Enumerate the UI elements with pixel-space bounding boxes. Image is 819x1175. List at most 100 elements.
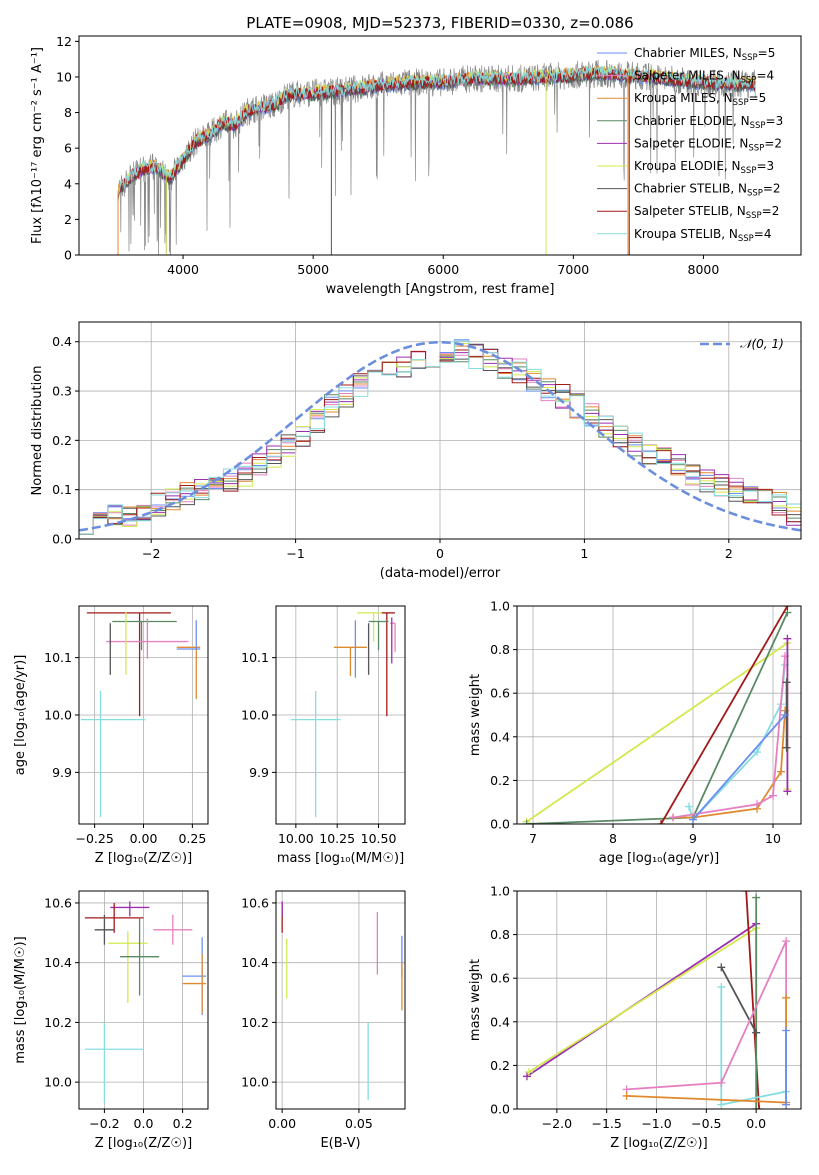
weight-marker <box>777 767 785 776</box>
weight-marker <box>769 791 777 800</box>
weight-marker <box>717 1100 726 1109</box>
x-tick-label: −0.2 <box>89 1116 119 1131</box>
x-tick-label: 7000 <box>557 262 589 277</box>
weight-marker <box>752 1028 761 1037</box>
x-axis-label: wavelength [Angstrom, rest frame] <box>326 282 555 297</box>
y-tick-label: 12 <box>56 34 72 49</box>
y-tick-label: 10.4 <box>241 955 269 970</box>
weight-marker <box>689 815 697 824</box>
legend-entry: Kroupa ELODIE, NSSP=3 <box>634 159 774 176</box>
frame-age_vs_mass: 10.00 10.25 10.50 9.9 10.0 10.1 mass [log₁₀(M/… <box>241 605 406 866</box>
weight-marker <box>781 711 789 719</box>
legend-entry: Chabrier STELIB, NSSP=2 <box>634 182 781 199</box>
weight-marker <box>717 982 726 991</box>
weight-marker <box>753 800 761 809</box>
y-tick-label: 0.8 <box>490 642 510 657</box>
error-point-salpeter-miles <box>106 618 189 659</box>
axes-age_vs_mass <box>276 606 405 824</box>
y-tick-label: 10 <box>56 69 72 84</box>
age_vs_mass-plot-area <box>290 612 396 818</box>
y-tick-label: 10.6 <box>241 895 269 910</box>
error-point-kroupa-miles <box>333 646 367 676</box>
error-point-kroupa-elodie <box>108 931 148 1003</box>
y-tick-label: 10.0 <box>241 1075 269 1090</box>
y-tick-label: 10.1 <box>241 650 269 665</box>
y-axis-label: age [log₁₀(age/yr)] <box>13 655 28 776</box>
x-axis-label: E(B-V) <box>320 1136 360 1151</box>
y-tick-label: 0.2 <box>490 1058 510 1073</box>
x-tick-label: 6000 <box>427 262 459 277</box>
y-tick-label: 0.1 <box>52 482 72 497</box>
x-tick-label: 9 <box>689 831 697 846</box>
y-tick-label: 0 <box>64 248 72 263</box>
x-tick-label: 10.50 <box>361 831 397 846</box>
error-point-salpeter-stelib <box>86 612 171 717</box>
y-tick-label: 0.6 <box>490 686 510 701</box>
y-tick-label: 0.0 <box>490 1102 510 1117</box>
x-tick-label: 0 <box>436 546 444 561</box>
x-tick-label: −1 <box>286 546 304 561</box>
error-point-kroupa-miles <box>182 953 207 1014</box>
spectrum-plot-area <box>117 59 756 255</box>
x-tick-label: 0.25 <box>178 831 206 846</box>
x-tick-label: 5000 <box>297 262 329 277</box>
error-point-chabrier-stelib <box>94 914 115 945</box>
error-point-salpeter-elodie <box>110 901 150 917</box>
y-tick-label: 8 <box>64 105 72 120</box>
x-tick-label: −1.5 <box>592 1116 622 1131</box>
weight-line-chabrier-miles <box>689 711 789 824</box>
y-tick-label: 9.9 <box>249 765 269 780</box>
y-tick-label: 10.4 <box>44 955 72 970</box>
frame-residuals: −2 −1 0 1 2 0.0 0.1 0.2 0.3 0.4 (data-model)/error… <box>30 321 802 581</box>
error-point-chabrier-elodie <box>120 917 160 996</box>
weight-marker <box>522 1072 531 1081</box>
x-tick-label: 2 <box>725 546 733 561</box>
legend-entry: Salpeter MILES, NSSP=4 <box>634 69 774 86</box>
x-tick-label: 1 <box>580 546 588 561</box>
y-tick-label: 0.3 <box>52 384 72 399</box>
x-axis-label: Z [log₁₀(Z/Z☉)] <box>610 1136 707 1151</box>
y-tick-label: 0.8 <box>490 927 510 942</box>
y-tick-label: 0.4 <box>52 334 72 349</box>
weight-marker <box>685 802 693 811</box>
x-tick-label: 0.05 <box>345 1116 373 1131</box>
y-tick-label: 10.2 <box>241 1015 269 1030</box>
y-tick-label: 0.4 <box>490 729 510 744</box>
weight-line-salpeter-stelib <box>657 606 792 824</box>
weight-marker <box>782 1026 791 1035</box>
frame-mass_weight_vs_Z: −2.0 −1.5 −1.0 −0.5 0.0 0.0 0.2 0.4 0.6 0.8 1.0 Z [… <box>468 884 802 1151</box>
axes-frame <box>516 890 802 1110</box>
figure-title: PLATE=0908, MJD=52373, FIBERID=0330, z=0… <box>246 14 633 32</box>
weight-marker <box>717 963 726 972</box>
error-point-salpeter-stelib <box>381 612 396 717</box>
error-point-chabrier-elodie <box>368 620 389 651</box>
weight-marker <box>782 678 791 687</box>
legend-entry: 𝒩(0, 1) <box>740 337 784 351</box>
weight-marker <box>717 1078 726 1087</box>
error-point-kroupa-stelib <box>290 690 341 818</box>
x-tick-label: 10.00 <box>278 831 314 846</box>
weight-marker <box>753 748 761 757</box>
mass_vs_Z-plot-area <box>84 901 207 1104</box>
y-tick-label: 6 <box>64 141 72 156</box>
error-point-salpeter-miles <box>390 622 396 652</box>
y-tick-label: 2 <box>64 212 72 227</box>
x-tick-label: 0.0 <box>134 1116 154 1131</box>
error-point-chabrier-elodie <box>112 620 177 651</box>
residual-legend: 𝒩(0, 1) <box>700 337 784 351</box>
y-tick-label: 0.0 <box>52 532 72 547</box>
weight-marker <box>522 820 531 824</box>
model-spectrum-kroupa-stelib <box>117 65 756 196</box>
x-tick-label: 0.00 <box>268 1116 296 1131</box>
x-axis-label: age [log₁₀(age/yr)] <box>599 851 720 866</box>
x-tick-label: 0.00 <box>130 831 158 846</box>
weight-line-path <box>720 966 757 1034</box>
weight-marker <box>755 1105 764 1109</box>
weight-marker <box>657 820 665 824</box>
error-point-salpeter-miles <box>153 914 193 945</box>
y-tick-label: 0.2 <box>490 773 510 788</box>
weight-line-chabrier-stelib <box>717 963 761 1037</box>
y-tick-label: 10.0 <box>44 1075 72 1090</box>
frame-age_vs_Z: −0.25 0.00 0.25 9.9 10.0 10.1 Z [log₁₀(Z/Z☉)] a… <box>13 605 209 866</box>
frame-mass_weight_vs_age: 7 8 9 10 0.0 0.2 0.4 0.6 0.8 1.0 age [log₁₀(age/yr… <box>468 599 802 866</box>
